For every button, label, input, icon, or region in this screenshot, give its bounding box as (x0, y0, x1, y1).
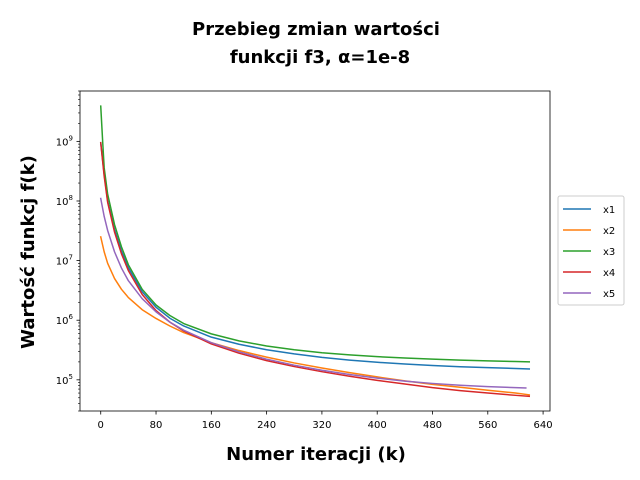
x-tick-label: 0 (98, 420, 104, 431)
series-line-x1 (99, 141, 531, 370)
series-line-x2 (99, 235, 531, 396)
series-line-x5 (99, 197, 527, 389)
x-tick-label: 640 (534, 420, 553, 431)
legend: x1 x2 x3 x4 x5 (557, 195, 625, 306)
chart-title-line-2: funkcji f3, α=1e-8 (230, 47, 410, 68)
y-tick-label: 108 (56, 194, 73, 208)
y-axis-label: Wartość funkcj f(k) (18, 155, 39, 349)
x-tick-label: 80 (150, 420, 163, 431)
x-tick-label: 240 (257, 420, 276, 431)
x-tick-label: 400 (368, 420, 387, 431)
x-ticks: 0 80 160 240 320 400 480 560 640 (98, 411, 553, 431)
legend-label-x5: x5 (603, 289, 615, 300)
legend-label-x1: x1 (603, 205, 615, 216)
y-ticks: 105 106 107 108 109 (56, 90, 80, 412)
x-tick-label: 560 (478, 420, 497, 431)
y-tick-label: 109 (56, 134, 73, 148)
x-tick-label: 160 (202, 420, 221, 431)
x-axis-label: Numer iteracji (k) (226, 444, 406, 465)
legend-label-x2: x2 (603, 226, 615, 237)
plot-frame (79, 90, 551, 412)
x-tick-label: 320 (312, 420, 331, 431)
legend-label-x3: x3 (603, 247, 615, 258)
x-tick-label: 480 (423, 420, 442, 431)
chart-title-line-1: Przebieg zmian wartości (192, 19, 440, 40)
series-layer (99, 105, 531, 398)
series-line-x3 (99, 105, 531, 363)
legend-label-x4: x4 (603, 268, 615, 279)
y-tick-label: 106 (56, 313, 74, 327)
y-tick-label: 105 (56, 373, 73, 387)
y-tick-label: 107 (56, 254, 73, 268)
series-line-x4 (99, 141, 531, 398)
